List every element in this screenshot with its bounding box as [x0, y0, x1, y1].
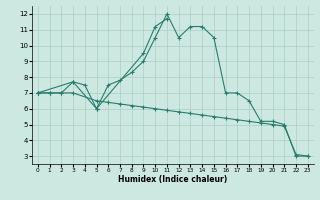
X-axis label: Humidex (Indice chaleur): Humidex (Indice chaleur)	[118, 175, 228, 184]
